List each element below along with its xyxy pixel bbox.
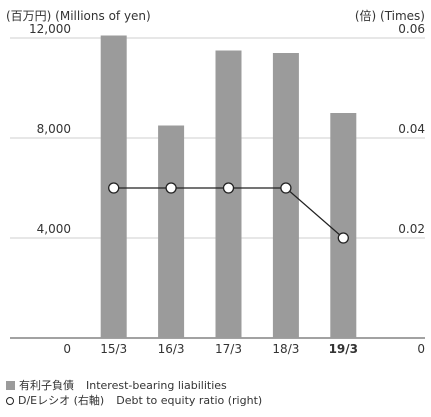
line-point (108, 182, 120, 194)
legend-bar-label: 有利子負債 (19, 379, 74, 392)
left-tick-label: 0 (63, 342, 71, 356)
bar (158, 125, 185, 338)
right-tick-label: 0.02 (398, 222, 425, 236)
line-point (222, 182, 235, 194)
right-tick-label: 0 (417, 342, 425, 356)
left-tick-label: 8,000 (37, 122, 71, 136)
left-tick-label: 12,000 (29, 22, 71, 36)
x-tick-label: 18/3 (272, 342, 299, 356)
legend-item-bars: 有利子負債 Interest-bearing liabilities (6, 378, 262, 393)
bar (330, 113, 357, 338)
legend-circle-marker-icon (6, 396, 14, 405)
line-point (165, 182, 177, 194)
bar (215, 50, 242, 338)
legend: 有利子負債 Interest-bearing liabilities D/Eレシ… (6, 378, 262, 408)
line-point (280, 182, 292, 194)
x-tick-label: 15/3 (100, 342, 127, 356)
axis-labels: (百万円) (Millions of yen) (倍) (Times) 0 4,0… (6, 8, 425, 356)
right-axis-title: (倍) (Times) (355, 8, 425, 23)
line-point (337, 232, 349, 244)
x-tick-label: 17/3 (215, 342, 242, 356)
right-tick-label: 0.04 (398, 122, 425, 136)
legend-item-line: D/Eレシオ (右軸) Debt to equity ratio (right) (6, 393, 262, 408)
line-series (108, 182, 349, 244)
legend-line-label: D/Eレシオ (右軸) (18, 394, 105, 407)
legend-bar-label-en: Interest-bearing liabilities (86, 379, 227, 392)
x-tick-label: 19/3 (329, 342, 358, 356)
left-tick-label: 4,000 (37, 222, 71, 236)
legend-bar-swatch-icon (6, 381, 15, 390)
legend-line-label-en: Debt to equity ratio (right) (116, 394, 263, 407)
left-axis-title: (百万円) (Millions of yen) (6, 9, 151, 23)
right-tick-label: 0.06 (398, 22, 425, 36)
x-tick-label: 16/3 (158, 342, 185, 356)
